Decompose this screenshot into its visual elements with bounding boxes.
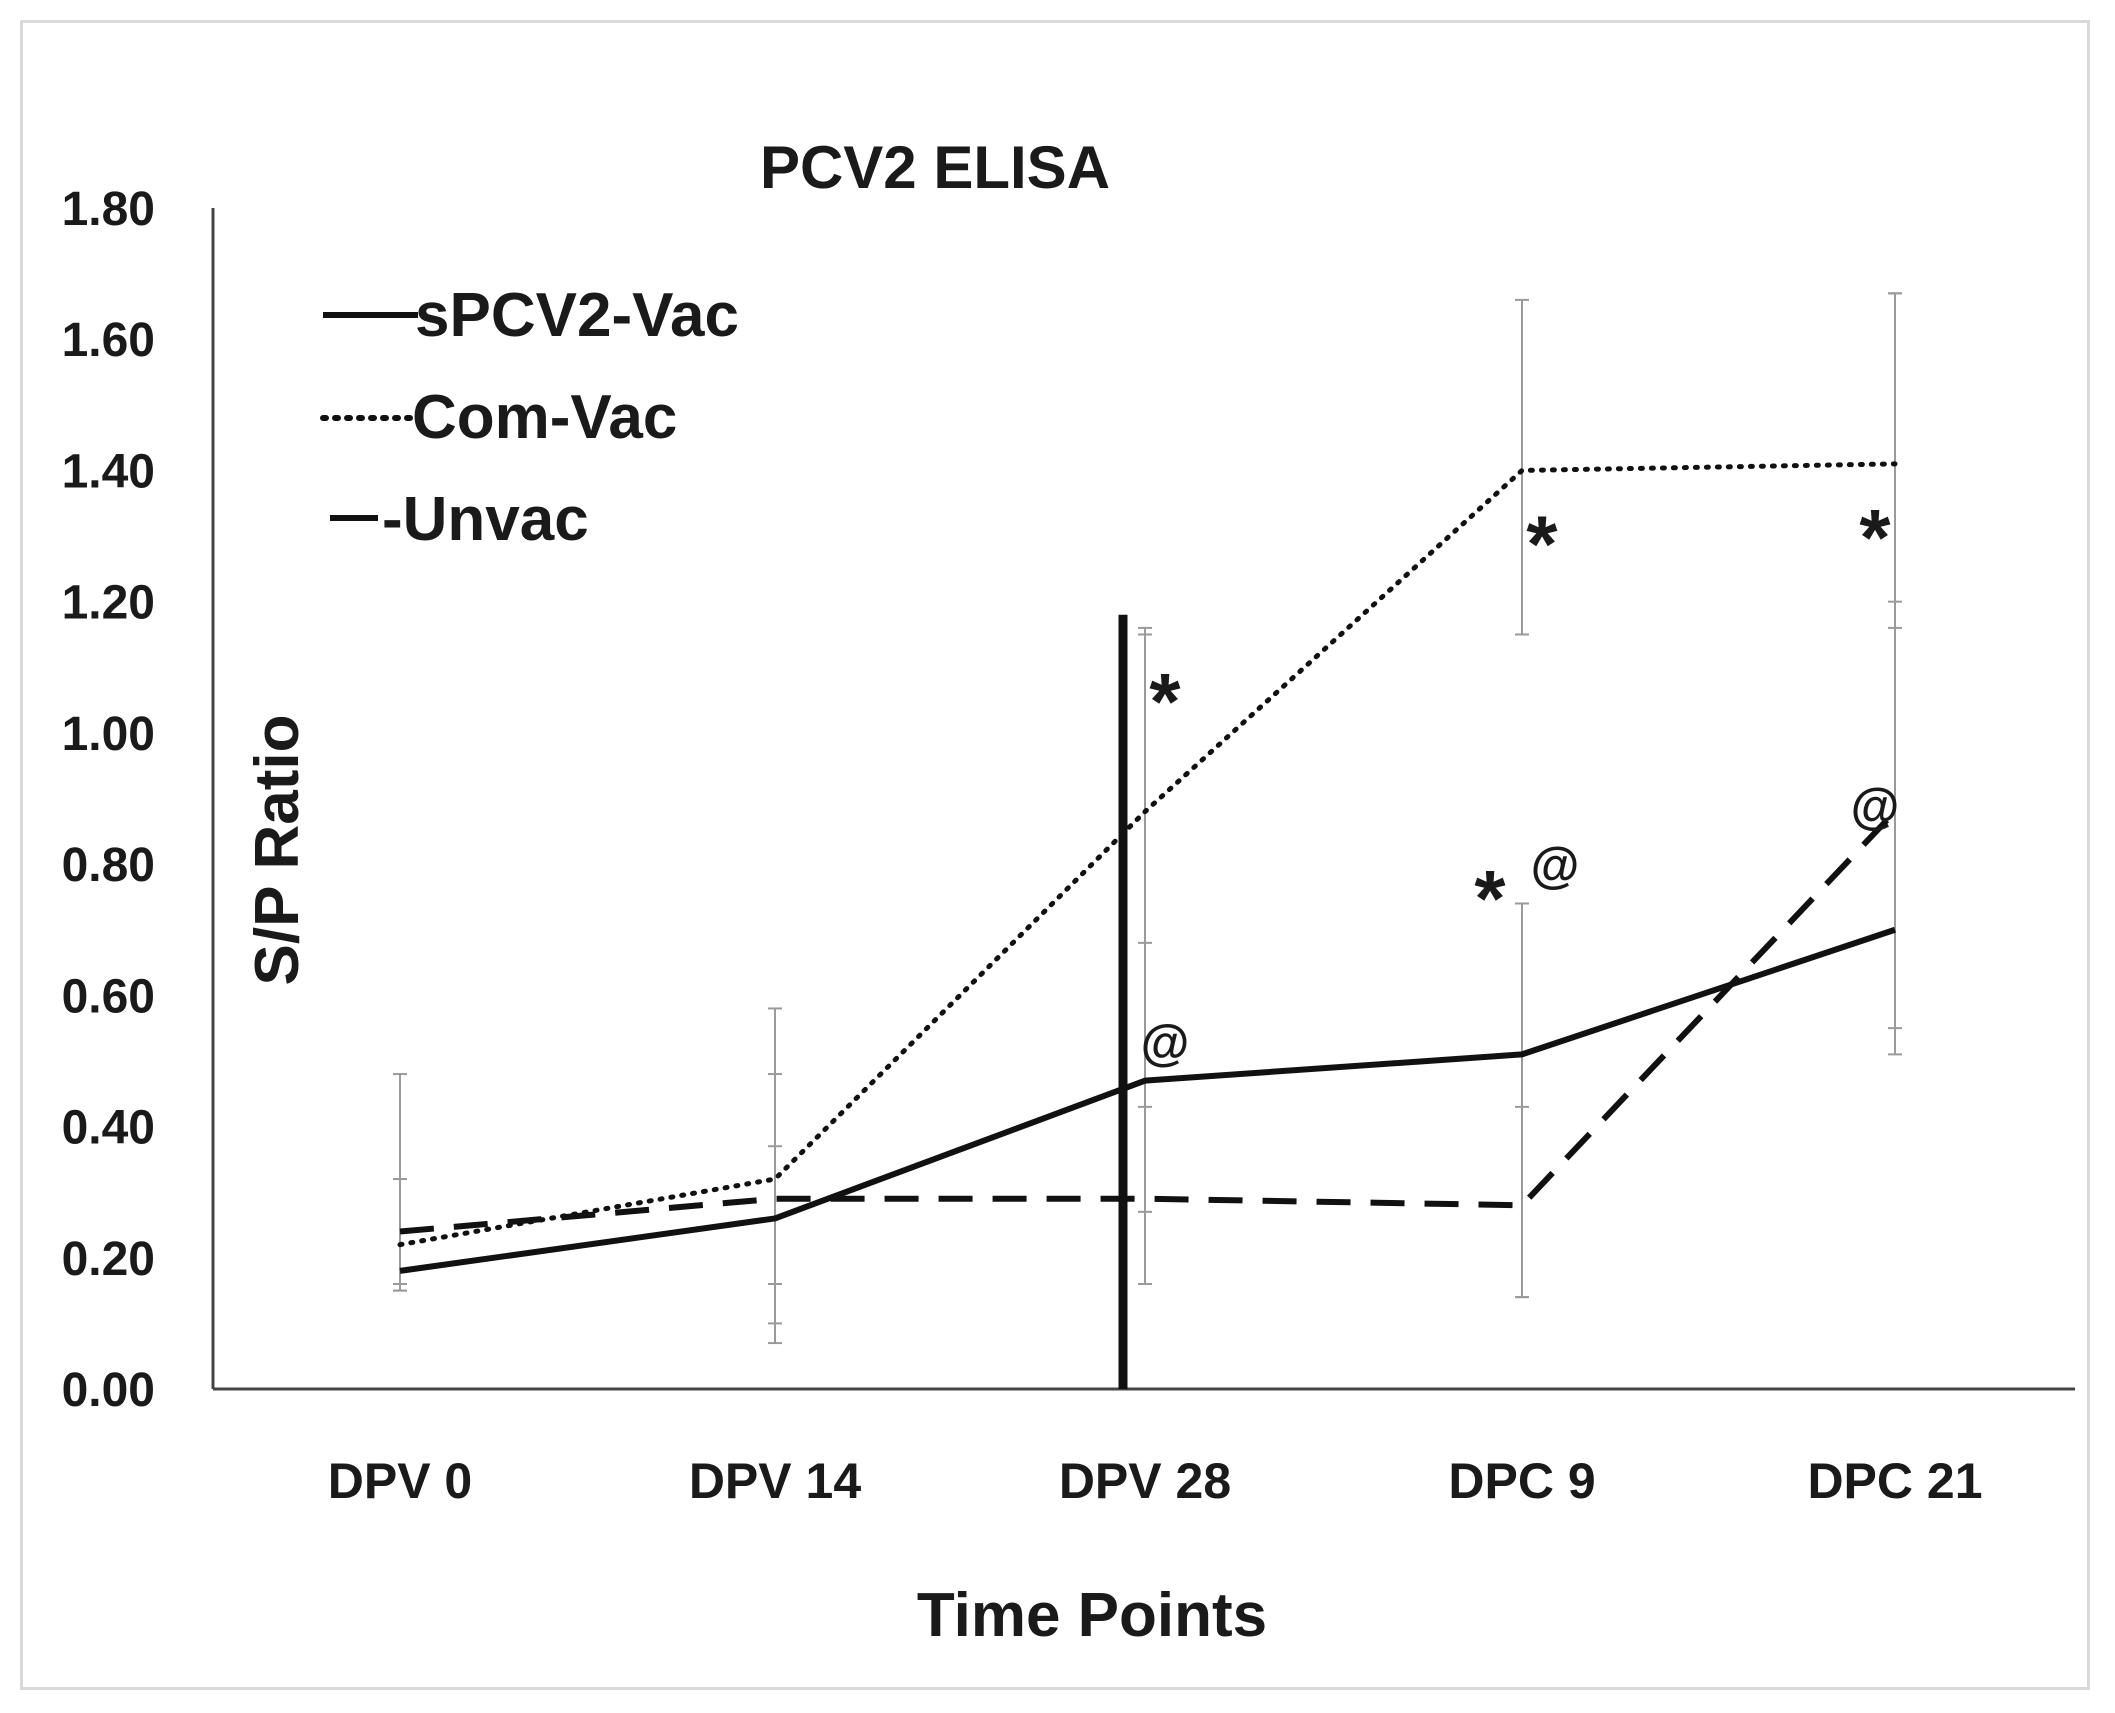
y-tick-label: 1.60 — [62, 314, 155, 367]
x-tick-labels: DPV 0 DPV 14 DPV 28 DPC 9 DPC 21 — [328, 1453, 1983, 1509]
series-line-unvac — [399, 809, 1898, 1235]
x-axis-label: Time Points — [917, 1581, 1267, 1650]
series-lines — [397, 461, 1898, 1274]
x-tick-label: DPV 14 — [689, 1453, 862, 1509]
series-line-spcv2-vac — [399, 926, 1896, 1274]
y-tick-label: 0.80 — [62, 839, 155, 892]
y-tick-label: 0.00 — [62, 1364, 155, 1417]
y-tick-label: 0.40 — [62, 1102, 155, 1155]
significance-star: * — [1149, 657, 1181, 746]
significance-star: * — [1859, 493, 1891, 582]
x-tick-label: DPV 0 — [328, 1453, 473, 1509]
chart-title: PCV2 ELISA — [760, 134, 1110, 201]
y-tick-label: 1.00 — [62, 708, 155, 761]
x-tick-label: DPV 28 — [1059, 1453, 1231, 1509]
series-line-com-vac — [397, 461, 1898, 1248]
legend-label-spcv2-vac: sPCV2-Vac — [415, 281, 739, 350]
significance-at: @ — [1851, 778, 1900, 834]
y-tick-label: 0.20 — [62, 1233, 155, 1286]
y-tick-label: 0.60 — [62, 970, 155, 1023]
y-tick-labels: 0.00 0.20 0.40 0.60 0.80 1.00 1.20 1.40 1.60 1.80 — [62, 183, 155, 1417]
y-tick-label: 1.20 — [62, 577, 155, 630]
error-bars — [393, 292, 1902, 1345]
x-tick-label: DPC 9 — [1448, 1453, 1595, 1509]
significance-at: @ — [1141, 1014, 1190, 1070]
y-axis-label: S/P Ratio — [243, 714, 312, 985]
legend-label-unvac: -Unvac — [382, 485, 589, 554]
legend: sPCV2-Vac Com-Vac -Unvac — [320, 281, 739, 554]
x-tick-label: DPC 21 — [1807, 1453, 1982, 1509]
significance-star: * — [1526, 499, 1558, 588]
y-tick-label: 1.80 — [62, 183, 155, 236]
significance-star: * — [1474, 854, 1506, 943]
significance-at: @ — [1531, 837, 1580, 893]
significance-annotations: * @ * * @ * @ — [1141, 493, 1900, 1070]
legend-label-com-vac: Com-Vac — [412, 383, 677, 452]
y-tick-label: 1.40 — [62, 445, 155, 498]
chart-frame — [20, 20, 2090, 1690]
